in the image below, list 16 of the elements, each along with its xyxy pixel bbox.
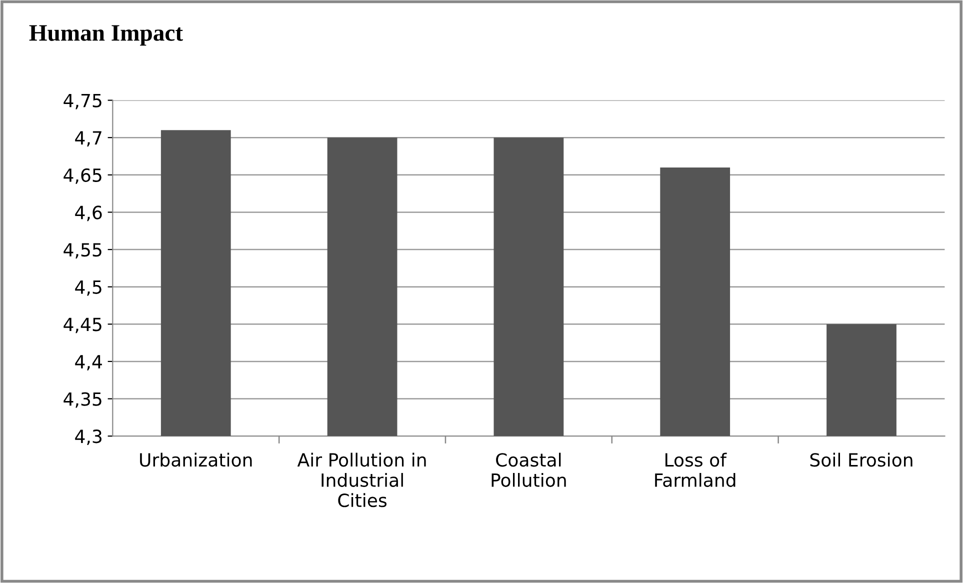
y-tick-label: 4,35 [64,392,102,408]
y-tick-label: 4,3 [75,430,102,446]
y-tick-label: 4,4 [75,355,102,370]
x-tick-label: Coastal Pollution [492,452,566,487]
x-tick-label: Urbanization [140,452,252,467]
y-tick-label: 4,7 [75,131,102,147]
y-tick-label: 4,45 [64,318,102,334]
y-tick-label: 4,65 [64,168,102,184]
x-tick-label: Soil Erosion [810,452,912,467]
y-tick-label: 4,5 [75,280,102,296]
chart-title: Human Impact [29,25,183,46]
x-tick-label: Air Pollution in Industrial Cities [297,452,426,508]
y-tick-label: 4,55 [64,243,102,258]
x-tick-label: Loss of Farmland [655,452,736,487]
y-tick-label: 4,75 [64,94,102,110]
y-tick-label: 4,6 [75,206,102,222]
